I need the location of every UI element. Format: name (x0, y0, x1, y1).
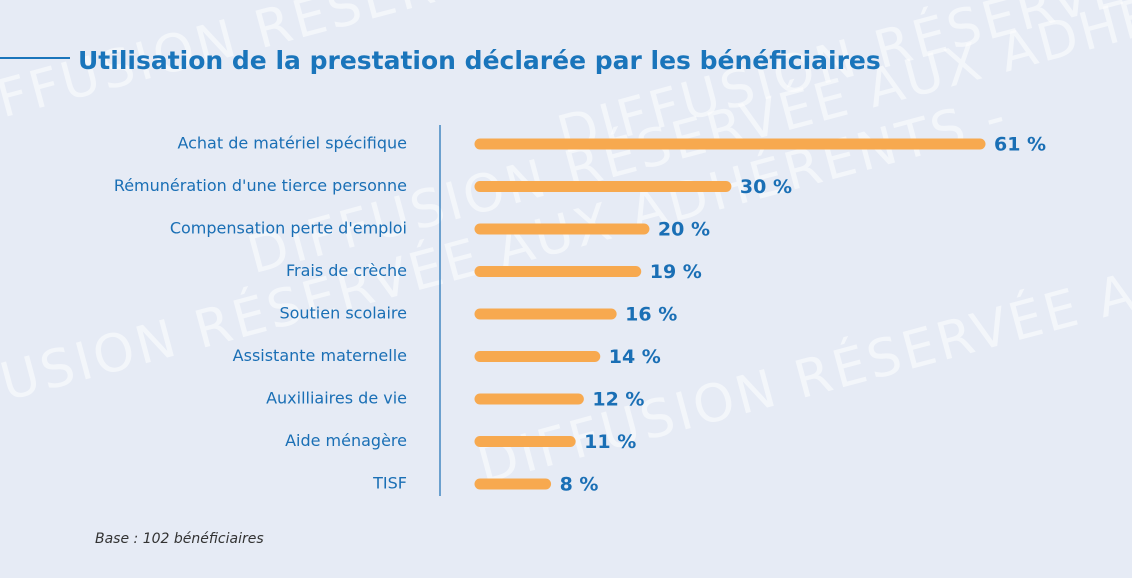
category-label: Achat de matériel spécifique (177, 134, 407, 153)
chart-title: Utilisation de la prestation déclarée pa… (78, 46, 881, 75)
category-label: Assistante maternelle (233, 346, 407, 365)
footnote: Base : 102 bénéficiaires (95, 531, 264, 547)
category-label: Frais de crèche (286, 261, 407, 280)
value-label: 8 % (560, 474, 599, 496)
category-label: TISF (372, 474, 407, 493)
value-label: 12 % (592, 389, 644, 411)
value-label: 14 % (609, 346, 661, 368)
category-label: Rémunération d'une tierce personne (114, 176, 407, 195)
value-label: 19 % (650, 261, 702, 283)
category-label: Soutien scolaire (279, 304, 407, 323)
value-label: 20 % (658, 219, 710, 241)
category-label: Compensation perte d'emploi (170, 219, 407, 238)
value-label: 61 % (994, 134, 1046, 156)
category-label: Aide ménagère (285, 431, 407, 450)
value-label: 30 % (740, 176, 792, 198)
value-label: 16 % (625, 304, 677, 326)
category-label: Auxilliaires de vie (266, 389, 407, 408)
value-label: 11 % (584, 431, 636, 453)
